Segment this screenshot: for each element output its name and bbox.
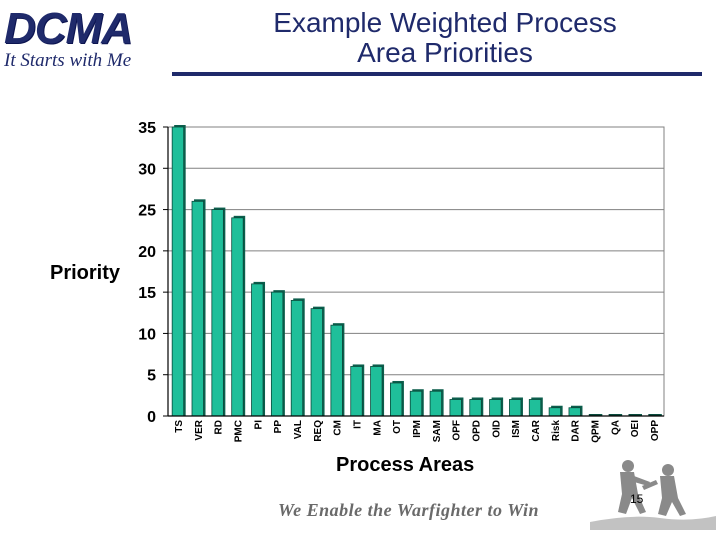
slide-title-line-2: Area Priorities bbox=[357, 37, 533, 68]
x-tick-label: ISM bbox=[511, 420, 522, 438]
dcma-logo: DCMA It Starts with Me bbox=[4, 4, 164, 74]
footer-slogan: We Enable the Warfighter to Win bbox=[278, 500, 540, 520]
y-tick-label: 25 bbox=[138, 203, 156, 220]
x-tick-label: CAR bbox=[531, 419, 542, 441]
y-tick-label: 30 bbox=[138, 161, 156, 178]
bar bbox=[568, 407, 581, 417]
x-axis-label: Process Areas bbox=[336, 454, 475, 476]
title-rule bbox=[172, 72, 702, 76]
x-tick-label: SAM bbox=[432, 420, 443, 442]
x-tick-label: PMC bbox=[233, 420, 244, 442]
bar bbox=[409, 390, 423, 417]
bar bbox=[231, 217, 244, 417]
y-tick-label: 0 bbox=[147, 409, 156, 426]
x-tick-label: QA bbox=[610, 420, 621, 435]
y-tick-label: 20 bbox=[138, 244, 156, 261]
page-number: 15 bbox=[630, 492, 644, 506]
x-tick-label: Risk bbox=[551, 420, 562, 442]
y-tick-label: 5 bbox=[147, 368, 156, 385]
y-tick-label: 35 bbox=[138, 120, 156, 137]
bar bbox=[390, 382, 403, 417]
soldiers-silhouette-image bbox=[590, 460, 716, 530]
bar bbox=[211, 209, 224, 417]
bar bbox=[489, 399, 502, 417]
logo-wordmark: DCMA bbox=[4, 4, 133, 53]
x-tick-label: MA bbox=[372, 420, 383, 436]
x-tick-label: PI bbox=[253, 420, 264, 430]
x-tick-label: OPP bbox=[650, 420, 661, 441]
x-tick-label: VAL bbox=[293, 420, 304, 439]
bar bbox=[290, 299, 304, 417]
y-tick-label: 15 bbox=[138, 285, 156, 302]
x-tick-label: DAR bbox=[571, 419, 582, 441]
bar bbox=[350, 366, 363, 417]
bar bbox=[548, 407, 562, 417]
x-tick-label: REQ bbox=[313, 420, 324, 442]
bar bbox=[171, 126, 185, 417]
x-tick-label: IPM bbox=[412, 420, 423, 438]
x-tick-label: OEI bbox=[630, 420, 641, 437]
bar bbox=[251, 283, 264, 417]
plot-area bbox=[167, 126, 665, 417]
slide-title: Example Weighted Process Area Priorities bbox=[210, 8, 680, 68]
logo-tagline: It Starts with Me bbox=[4, 50, 132, 71]
x-tick-label: OT bbox=[392, 420, 403, 434]
bar bbox=[330, 324, 343, 417]
y-axis-label: Priority bbox=[50, 262, 121, 284]
bar bbox=[469, 399, 482, 417]
x-tick-label: OID bbox=[491, 420, 502, 438]
bar bbox=[429, 390, 442, 417]
x-tick-label: RD bbox=[214, 420, 225, 434]
x-tick-label: VER bbox=[194, 419, 205, 440]
x-tick-label: CM bbox=[333, 420, 344, 436]
slide-title-line-1: Example Weighted Process bbox=[273, 7, 617, 38]
bar bbox=[528, 399, 542, 417]
bar bbox=[509, 399, 522, 417]
x-tick-label: OPD bbox=[472, 420, 483, 442]
y-tick-label: 10 bbox=[138, 326, 156, 343]
bar bbox=[310, 308, 323, 417]
x-tick-label: IT bbox=[352, 420, 363, 429]
x-tick-label: PP bbox=[273, 420, 284, 434]
bar bbox=[370, 366, 383, 417]
x-tick-label: OPF bbox=[452, 420, 463, 441]
x-tick-label: QPM bbox=[591, 420, 602, 443]
x-tick-label: TS bbox=[174, 420, 185, 433]
bar bbox=[270, 291, 284, 417]
bar bbox=[191, 200, 204, 417]
bar bbox=[449, 399, 462, 417]
